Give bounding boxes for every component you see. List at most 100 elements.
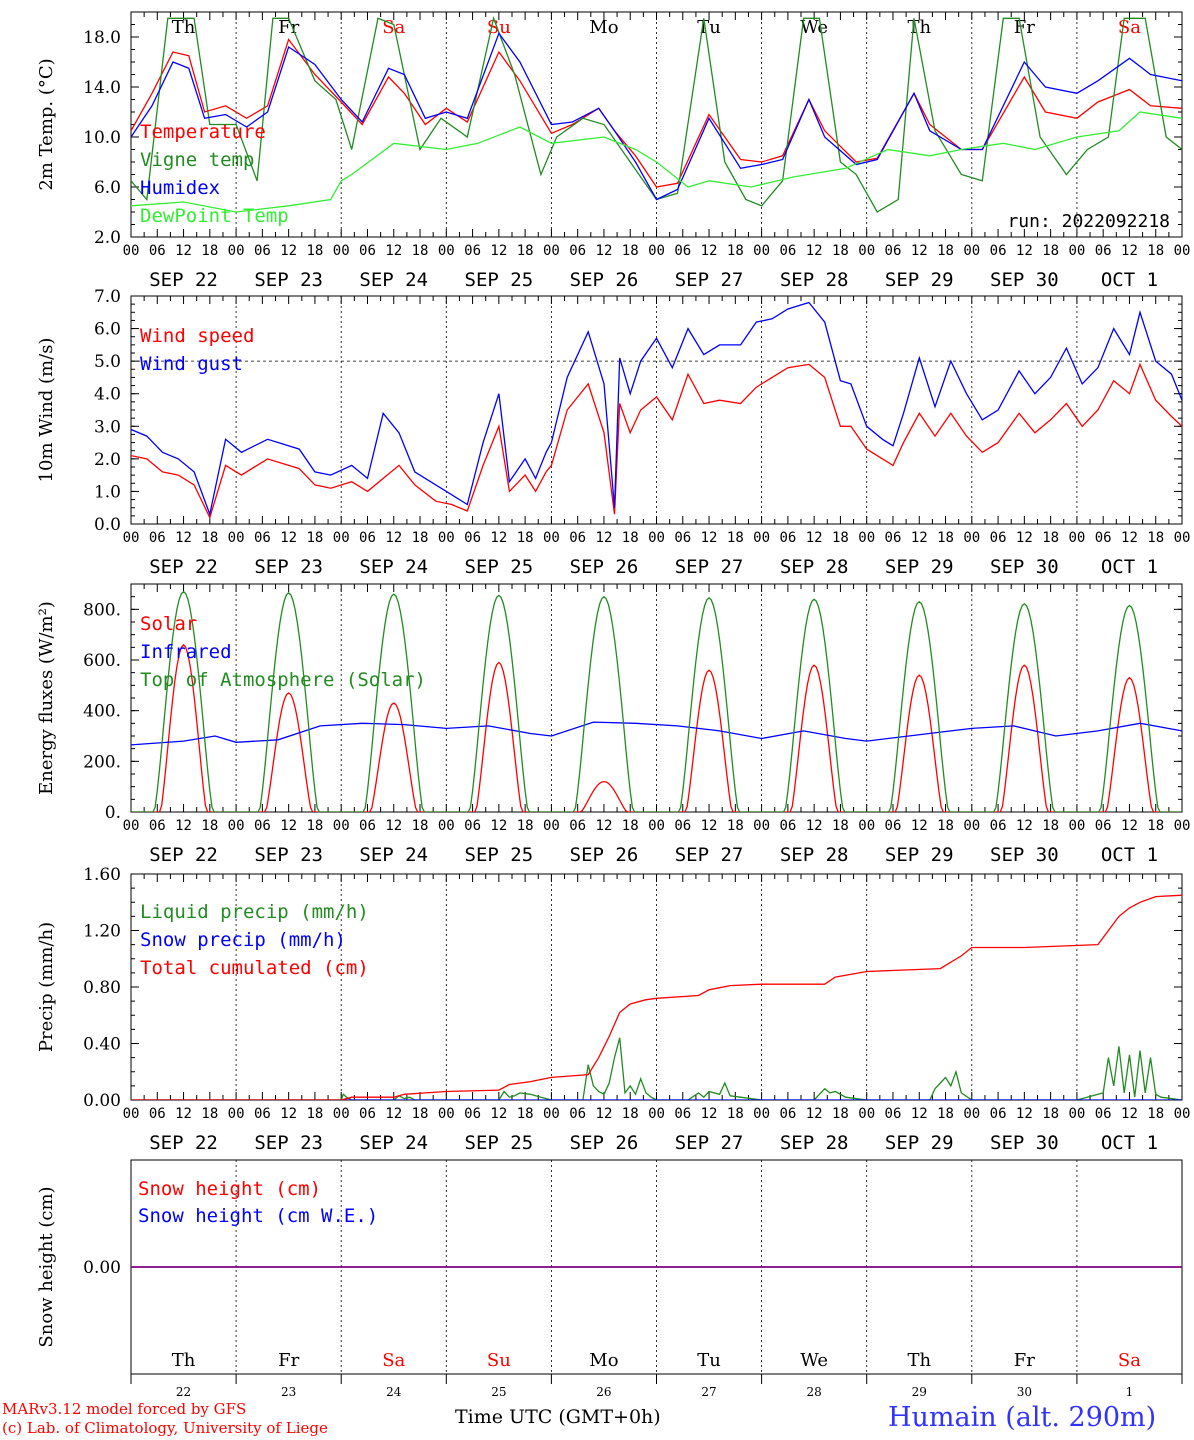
x-hour-label: 06 — [569, 243, 586, 259]
day-name: Th — [907, 17, 931, 38]
x-hour-label: 00 — [858, 530, 875, 546]
x-hour-label: 06 — [569, 530, 586, 546]
x-hour-label: 06 — [149, 530, 166, 546]
x-hour-label: 12 — [175, 243, 192, 259]
x-date-label: SEP 28 — [780, 844, 849, 866]
x-hour-label: 06 — [674, 1106, 691, 1122]
x-hour-label: 18 — [727, 818, 744, 834]
x-date-label: SEP 29 — [885, 844, 954, 866]
day-number: 23 — [281, 1385, 296, 1399]
x-hour-label: 00 — [1068, 818, 1085, 834]
x-hour-label: 06 — [674, 243, 691, 259]
x-date-label: SEP 30 — [990, 269, 1059, 291]
x-hour-label: 00 — [1174, 243, 1191, 259]
x-hour-label: 06 — [254, 243, 271, 259]
y-tick-label: 0. — [105, 803, 121, 823]
x-hour-label: 00 — [963, 818, 980, 834]
x-hour-label: 00 — [858, 1106, 875, 1122]
panel-5: 0.00 Snow height (cm) Snow height (cm) Snow… — [36, 1159, 1183, 1399]
x-hour-label: 06 — [990, 530, 1007, 546]
series-line-green — [131, 16, 1182, 213]
x-hour-label: 06 — [569, 818, 586, 834]
x-hour-label: 18 — [517, 1106, 534, 1122]
day-name: Fr — [1014, 1350, 1035, 1371]
y-tick-label: 1.60 — [83, 865, 121, 885]
panel-4: 0.00 0.40 0.80 1.20 1.60 Precip (mm/h) 00 06 12 1… — [36, 865, 1190, 1154]
day-name: Fr — [1014, 17, 1035, 38]
day-name: Fr — [278, 1350, 299, 1371]
x-hour-label: 00 — [123, 530, 140, 546]
x-date-label: SEP 23 — [254, 556, 323, 578]
x-hour-label: 00 — [1174, 1106, 1191, 1122]
panel-frame — [130, 583, 1183, 813]
x-hour-label: 18 — [201, 243, 218, 259]
x-hour-label: 12 — [701, 1106, 718, 1122]
x-hour-label: 00 — [228, 1106, 245, 1122]
y-tick-label: 0.80 — [83, 978, 121, 998]
x-hour-label: 06 — [674, 530, 691, 546]
panel-1: 2.0 6.0 10.0 14.0 18.0 2m Temp. (°C) 00 06 12 18 S… — [36, 11, 1191, 291]
y-axis-label: 2m Temp. (°C) — [36, 58, 57, 190]
x-hour-label: 06 — [359, 818, 376, 834]
x-date-label: SEP 26 — [570, 556, 639, 578]
x-hour-label: 18 — [201, 818, 218, 834]
x-hour-label: 18 — [1147, 818, 1164, 834]
x-date-label: SEP 25 — [465, 556, 534, 578]
day-number: 29 — [912, 1385, 927, 1399]
y-tick-label: 6.0 — [94, 320, 121, 340]
x-hour-label: 18 — [937, 530, 954, 546]
x-hour-label: 00 — [333, 243, 350, 259]
x-hour-label: 12 — [175, 530, 192, 546]
y-tick-label: 1.0 — [94, 482, 121, 502]
x-hour-label: 06 — [779, 243, 796, 259]
x-hour-label: 18 — [622, 530, 639, 546]
x-hour-label: 06 — [149, 243, 166, 259]
y-axis-label: Precip (mm/h) — [36, 922, 57, 1052]
y-tick-label: 0.0 — [94, 515, 121, 535]
y-tick-label: 10.0 — [83, 128, 121, 148]
x-hour-label: 06 — [1095, 243, 1112, 259]
legend-lightgreen: DewPoint Temp — [140, 205, 289, 227]
panel-2: 0.0 1.0 2.0 3.0 4.0 5.0 6.0 7.0 10m Wind (m/s) 00… — [36, 287, 1190, 578]
x-hour-label: 06 — [464, 818, 481, 834]
x-hour-label: 18 — [832, 243, 849, 259]
x-hour-label: 06 — [149, 818, 166, 834]
x-hour-label: 18 — [727, 243, 744, 259]
x-date-label: SEP 25 — [465, 1132, 534, 1154]
y-tick-label: 800. — [83, 600, 121, 620]
x-hour-label: 18 — [1042, 243, 1059, 259]
x-hour-label: 18 — [832, 530, 849, 546]
x-date-label: SEP 26 — [570, 1132, 639, 1154]
y-tick-label: 18.0 — [83, 28, 121, 48]
day-name: Th — [172, 17, 196, 38]
station-name: Humain (alt. 290m) — [888, 1402, 1157, 1433]
legend-red: Temperature — [140, 121, 266, 143]
series-group — [131, 894, 1182, 1100]
x-date-label: OCT 1 — [1101, 844, 1158, 866]
x-hour-label: 00 — [1068, 1106, 1085, 1122]
x-hour-label: 12 — [701, 818, 718, 834]
x-hour-label: 18 — [1042, 530, 1059, 546]
series-group — [131, 16, 1182, 213]
x-hour-label: 12 — [806, 818, 823, 834]
x-date-label: SEP 30 — [990, 556, 1059, 578]
y-tick-label: 2.0 — [94, 450, 121, 470]
x-hour-label: 12 — [490, 818, 507, 834]
x-hour-label: 12 — [911, 243, 928, 259]
x-hour-label: 12 — [385, 243, 402, 259]
x-hour-label: 00 — [963, 1106, 980, 1122]
legend-blue: Infrared — [140, 641, 232, 663]
x-hour-label: 12 — [490, 530, 507, 546]
y-tick-label: 7.0 — [94, 287, 121, 307]
x-date-label: SEP 27 — [675, 269, 744, 291]
x-hour-label: 00 — [438, 1106, 455, 1122]
series-group — [131, 301, 1182, 520]
x-hour-label: 12 — [280, 530, 297, 546]
x-hour-label: 06 — [1095, 818, 1112, 834]
y-tick-label: 400. — [83, 702, 121, 722]
x-hour-label: 12 — [596, 1106, 613, 1122]
y-axis-label: 10m Wind (m/s) — [36, 338, 57, 483]
x-hour-label: 00 — [648, 530, 665, 546]
x-date-label: SEP 30 — [990, 1132, 1059, 1154]
x-date-label: SEP 26 — [570, 844, 639, 866]
